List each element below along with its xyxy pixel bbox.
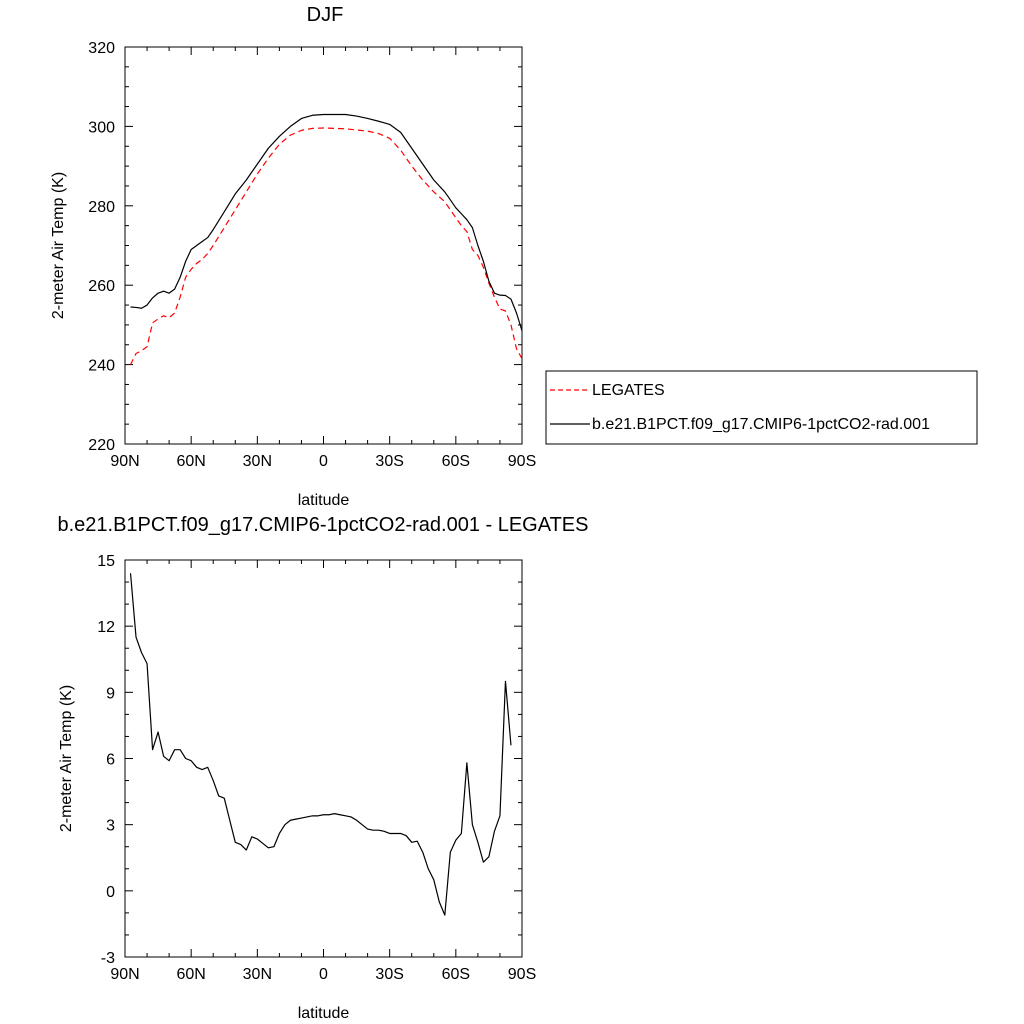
x-tick-label: 90N: [110, 453, 139, 470]
y-tick-label: -3: [101, 950, 115, 967]
x-tick-label: 60S: [442, 453, 470, 470]
chart-bottom-ticks: [124, 559, 523, 958]
series-difference-line: [129, 573, 512, 916]
x-tick-label: 60N: [176, 966, 205, 983]
y-tick-label: 0: [106, 884, 115, 901]
y-tick-label: 280: [88, 199, 115, 216]
x-tick-label: 60N: [176, 453, 205, 470]
chart-top-title: DJF: [307, 4, 344, 26]
y-tick-label: 220: [88, 437, 115, 454]
chart-top: DJF 90N 60N 30N 0 30S 60S 90S 220 240 260 280 300 3…: [50, 4, 978, 509]
chart-bottom-title: b.e21.B1PCT.f09_g17.CMIP6-1pctCO2-rad.00…: [57, 514, 588, 536]
series-model-line: [130, 113, 523, 332]
y-tick-label: 6: [106, 752, 115, 769]
y-tick-label: 260: [88, 278, 115, 295]
y-tick-label: 3: [106, 818, 115, 835]
chart-bottom-series: [129, 573, 512, 916]
series-legates-line: [129, 127, 523, 365]
y-tick-label: 15: [97, 553, 115, 570]
x-tick-label: 0: [319, 966, 328, 983]
chart-top-plot-frame: [124, 46, 523, 445]
chart-top-x-tick-labels: 90N 60N 30N 0 30S 60S 90S: [110, 453, 536, 470]
chart-top-ticks: [124, 46, 523, 445]
legend-label-model: b.e21.B1PCT.f09_g17.CMIP6-1pctCO2-rad.00…: [592, 416, 930, 433]
chart-bottom: b.e21.B1PCT.f09_g17.CMIP6-1pctCO2-rad.00…: [57, 514, 588, 1022]
chart-bottom-plot-frame: [124, 559, 523, 958]
x-tick-label: 30S: [375, 966, 403, 983]
y-tick-label: 12: [97, 619, 115, 636]
chart-top-legend: LEGATES b.e21.B1PCT.f09_g17.CMIP6-1pctCO…: [545, 370, 978, 445]
chart-top-x-axis-title: latitude: [298, 492, 350, 509]
chart-bottom-y-axis-title: 2-meter Air Temp (K): [58, 685, 75, 832]
x-tick-label: 90S: [508, 966, 536, 983]
x-tick-label: 30N: [243, 966, 272, 983]
chart-bottom-x-tick-labels: 90N 60N 30N 0 30S 60S 90S: [110, 966, 536, 983]
x-tick-label: 30S: [375, 453, 403, 470]
chart-top-y-tick-labels: 220 240 260 280 300 320: [88, 40, 115, 454]
x-tick-label: 60S: [442, 966, 470, 983]
chart-bottom-x-axis-title: latitude: [298, 1005, 350, 1022]
y-tick-label: 9: [106, 685, 115, 702]
x-tick-label: 90S: [508, 453, 536, 470]
y-tick-label: 300: [88, 119, 115, 136]
x-tick-label: 0: [319, 453, 328, 470]
x-tick-label: 30N: [243, 453, 272, 470]
y-tick-label: 320: [88, 40, 115, 57]
chart-top-y-axis-title: 2-meter Air Temp (K): [50, 172, 67, 319]
x-tick-label: 90N: [110, 966, 139, 983]
y-tick-label: 240: [88, 358, 115, 375]
legend-label-legates: LEGATES: [592, 382, 665, 399]
chart-top-series: [129, 113, 523, 365]
chart-bottom-y-tick-labels: -3 0 3 6 9 12 15: [97, 553, 115, 967]
legend-frame: [545, 370, 978, 445]
